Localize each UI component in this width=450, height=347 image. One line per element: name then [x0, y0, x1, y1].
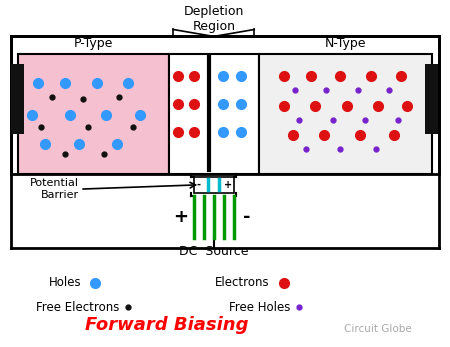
Text: -: - [243, 208, 251, 226]
Bar [259, 54, 432, 174]
Text: Circuit Globe: Circuit Globe [344, 324, 412, 334]
Text: +: + [224, 180, 232, 190]
Text: N-Type: N-Type [324, 37, 366, 50]
Text: Holes: Holes [49, 276, 81, 289]
Text: P-Type: P-Type [74, 37, 113, 50]
Text: DC  Source: DC Source [179, 245, 248, 257]
Text: Depletion
Region: Depletion Region [184, 5, 244, 33]
Bar [194, 177, 234, 193]
Bar [425, 64, 438, 134]
Text: -: - [197, 180, 201, 190]
Text: Free Holes: Free Holes [229, 301, 290, 314]
Bar [18, 54, 169, 174]
Text: +: + [173, 208, 188, 226]
Text: Forward Biasing: Forward Biasing [85, 316, 248, 334]
Text: Potential
Barrier: Potential Barrier [30, 178, 79, 200]
Bar [11, 36, 439, 174]
Bar [11, 64, 24, 134]
Bar [169, 54, 259, 174]
Text: Electrons: Electrons [216, 276, 270, 289]
Text: Free Electrons: Free Electrons [36, 301, 119, 314]
